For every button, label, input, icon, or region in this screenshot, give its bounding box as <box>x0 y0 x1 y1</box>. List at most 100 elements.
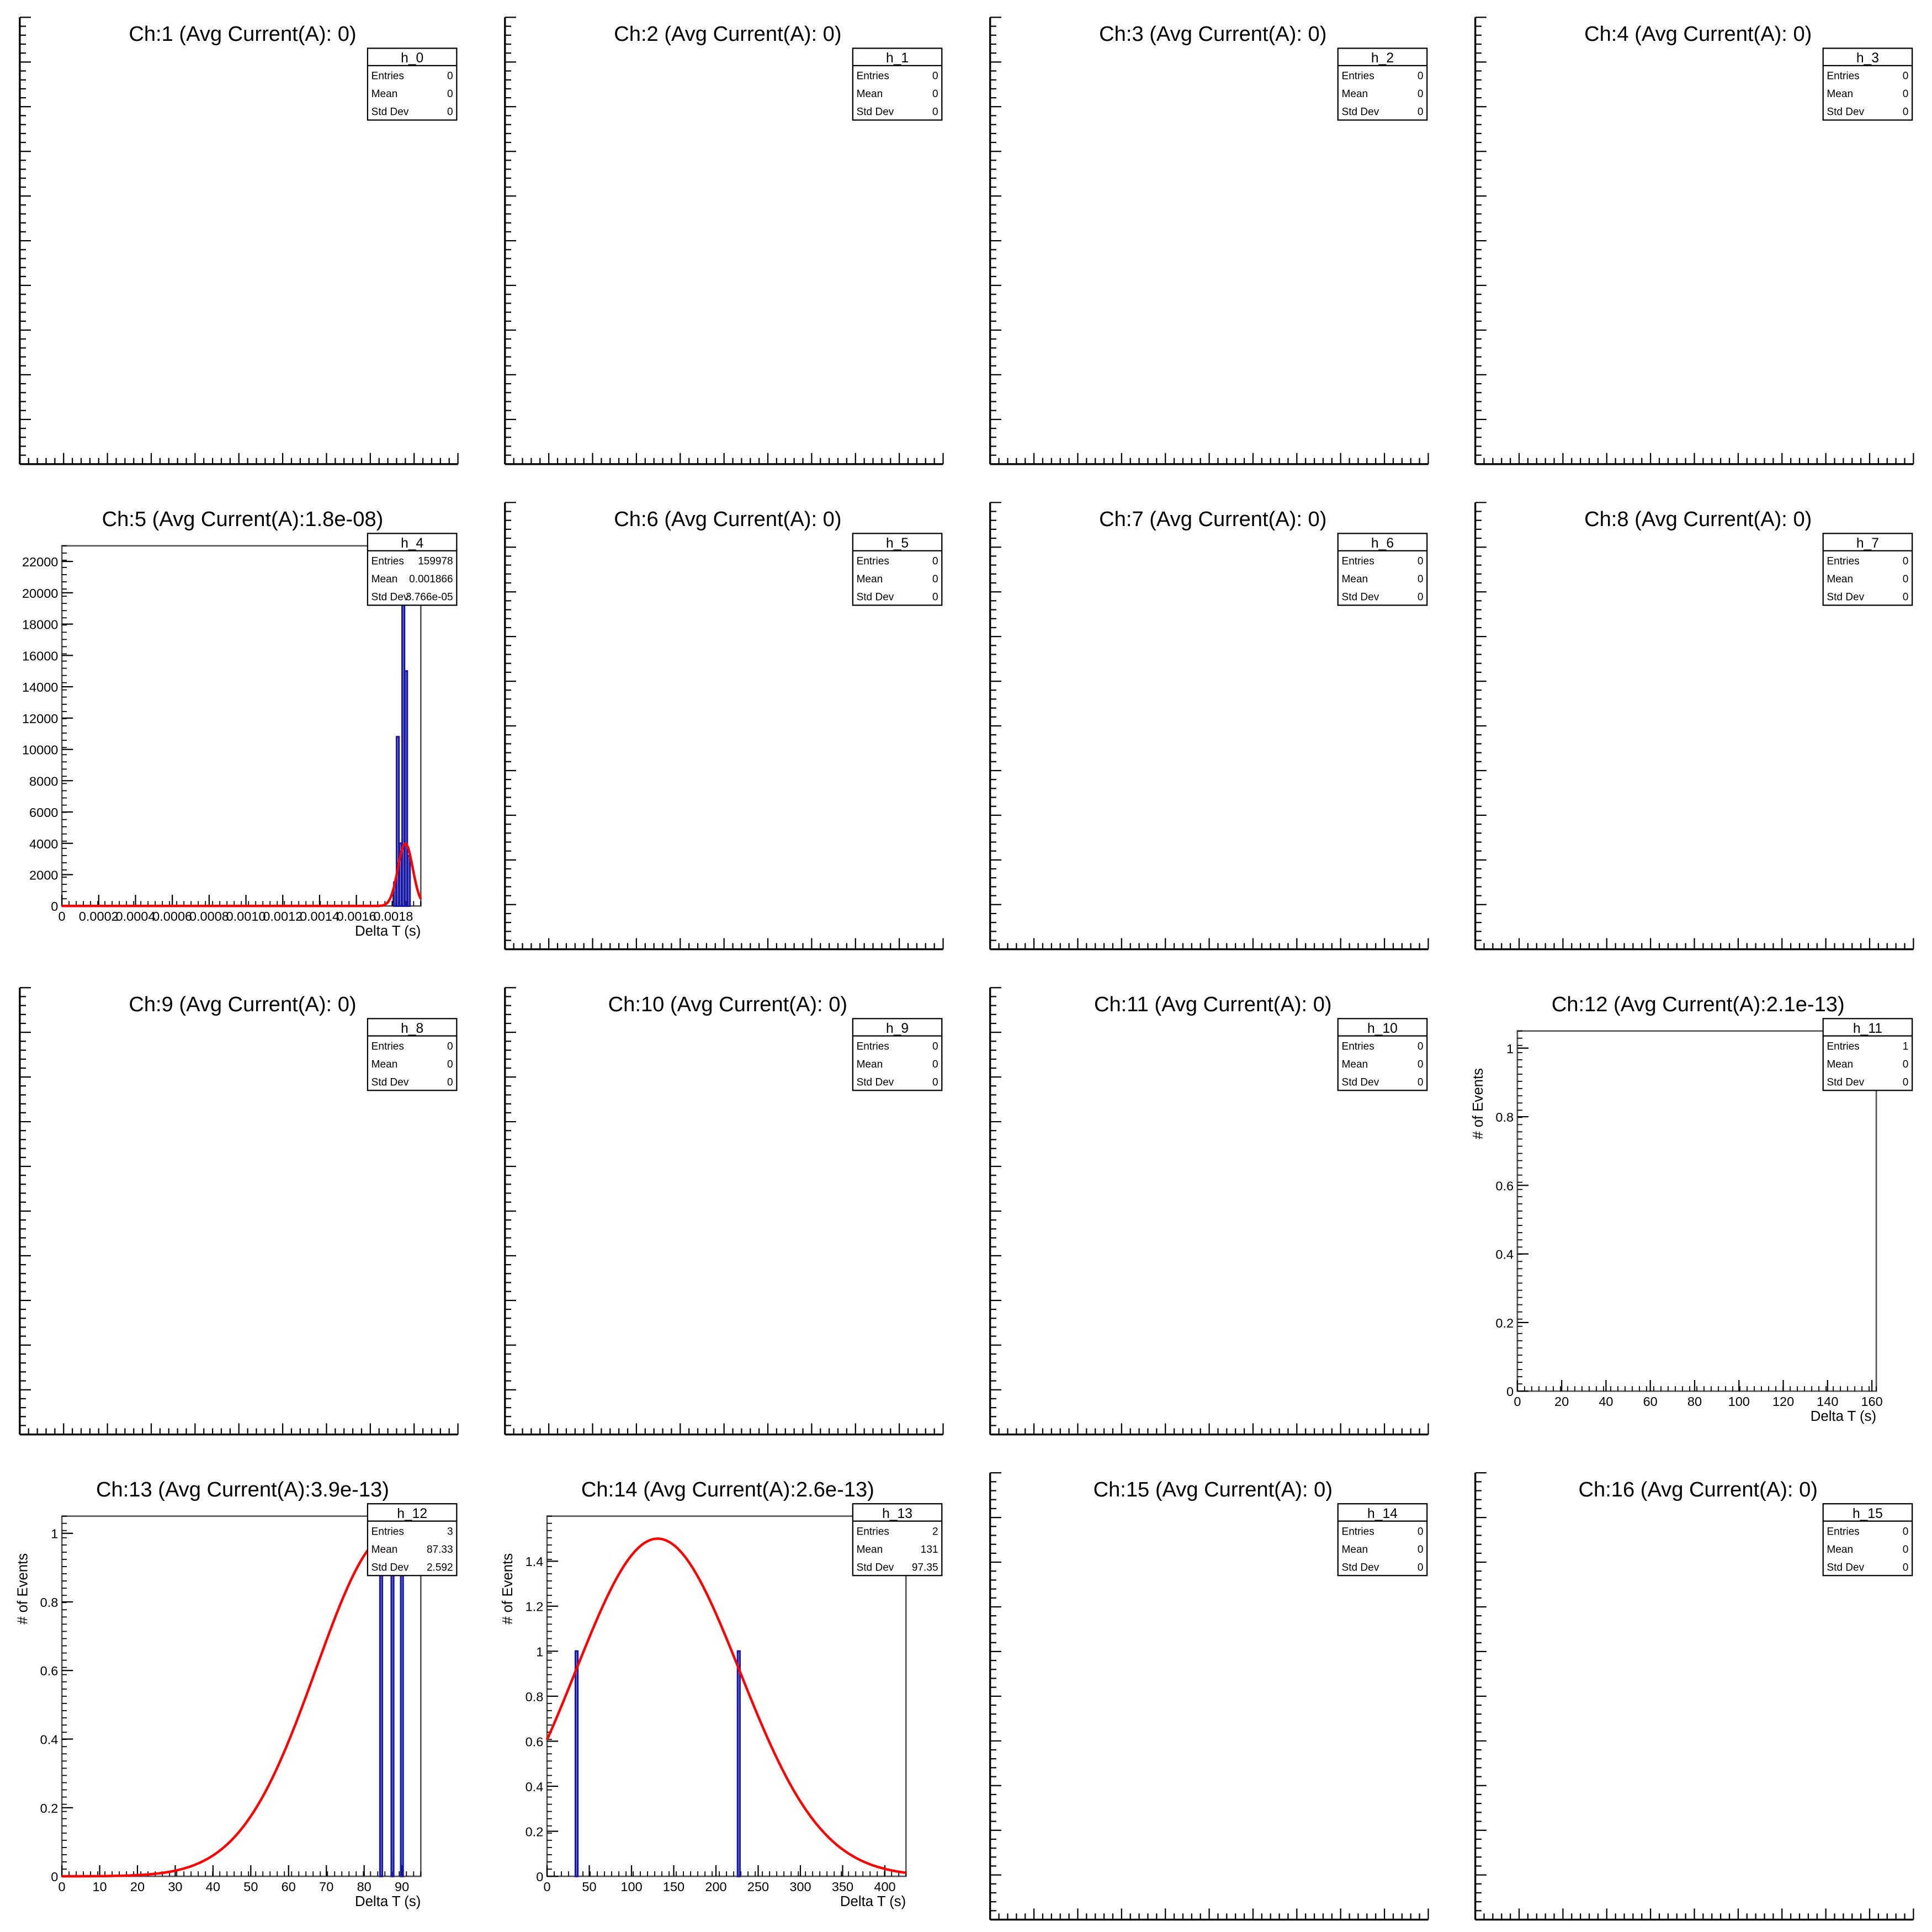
panel-6: Ch:6 (Avg Current(A): 0) h_5 Entries 0 Mean 0… <box>504 502 944 951</box>
stats-name: h_5 <box>886 536 909 551</box>
y-tick-label: 0 <box>1506 1384 1514 1399</box>
stats-label: Entries <box>371 1041 404 1052</box>
stats-value: 1 <box>1903 1041 1909 1052</box>
panel-title: Ch:11 (Avg Current(A): 0) <box>1094 993 1332 1016</box>
x-tick-label: 0.0018 <box>373 909 413 923</box>
panel-title: Ch:15 (Avg Current(A): 0) <box>1094 1478 1333 1501</box>
stats-value: 0 <box>1418 1059 1424 1070</box>
stats-value: 0 <box>1903 1059 1909 1070</box>
x-tick-label: 0.0006 <box>152 909 192 923</box>
histogram-bar <box>401 603 406 907</box>
stats-value: 0.001866 <box>409 574 453 585</box>
y-tick-label: 6000 <box>29 805 58 820</box>
stats-value: 0 <box>932 70 938 82</box>
stats-label: Mean <box>857 1544 883 1556</box>
y-tick-label: 0.2 <box>526 1825 544 1839</box>
x-tick-label: 0.0014 <box>300 909 339 923</box>
stats-value: 0 <box>1903 1562 1909 1573</box>
panel-16: Ch:16 (Avg Current(A): 0) h_15 Entries 0 Mea… <box>1474 1472 1914 1921</box>
x-tick-label: 0.0012 <box>263 909 302 923</box>
y-tick-label: 0.8 <box>1495 1110 1514 1124</box>
histogram-bar <box>574 1650 579 1877</box>
y-tick-label: 2000 <box>29 868 58 882</box>
y-tick-label: 14000 <box>22 680 58 694</box>
stats-name: h_4 <box>401 536 423 551</box>
x-tick-label: 50 <box>582 1880 596 1894</box>
y-tick-label: 1 <box>536 1644 543 1659</box>
histogram-bar <box>379 1532 384 1877</box>
stats-name: h_6 <box>1371 536 1394 551</box>
stats-value: 0 <box>1903 1544 1909 1556</box>
stats-box: h_14 Entries 0 Mean 0 Std Dev 0 <box>1337 1503 1428 1577</box>
y-tick-label: 20000 <box>22 586 58 601</box>
x-tick-label: 200 <box>705 1880 726 1894</box>
stats-value: 3.766e-05 <box>406 591 453 603</box>
stats-label: Std Dev <box>857 107 894 118</box>
y-tick-label: 22000 <box>22 555 58 569</box>
stats-label: Mean <box>1341 1059 1368 1070</box>
stats-value: 0 <box>447 1041 453 1052</box>
stats-value: 0 <box>1418 1041 1424 1052</box>
panel-9: Ch:9 (Avg Current(A): 0) h_8 Entries 0 Mean 0… <box>19 987 459 1436</box>
panel-4: Ch:4 (Avg Current(A): 0) h_3 Entries 0 Mean 0… <box>1474 17 1914 465</box>
stats-label: Std Dev <box>857 1562 894 1573</box>
panel-8: Ch:8 (Avg Current(A): 0) h_7 Entries 0 Mean 0… <box>1474 502 1914 951</box>
histogram-bar <box>736 1650 741 1877</box>
stats-name: h_13 <box>882 1506 912 1521</box>
stats-value: 0 <box>447 107 453 118</box>
y-tick-label: 1 <box>1506 1042 1514 1056</box>
stats-label: Std Dev <box>857 1076 894 1088</box>
stats-value: 0 <box>932 1076 938 1088</box>
stats-value: 0 <box>932 591 938 603</box>
stats-label: Entries <box>1341 70 1374 82</box>
stats-label: Std Dev <box>1827 1562 1864 1573</box>
stats-label: Mean <box>1341 88 1368 100</box>
stats-value: 0 <box>1418 107 1424 118</box>
panel-2: Ch:2 (Avg Current(A): 0) h_1 Entries 0 Mean 0… <box>504 17 944 465</box>
stats-label: Entries <box>1827 70 1859 82</box>
y-tick-label: 0.6 <box>40 1664 59 1678</box>
stats-label: Std Dev <box>1827 591 1864 603</box>
y-tick-label: 0.4 <box>40 1733 59 1747</box>
stats-value: 0 <box>447 88 453 100</box>
y-axis-label: # of Events <box>1471 1068 1486 1139</box>
stats-label: Std Dev <box>1341 591 1379 603</box>
stats-name: h_0 <box>401 51 423 66</box>
stats-label: Std Dev <box>1341 1562 1379 1573</box>
panel-title: Ch:12 (Avg Current(A):2.1e-13) <box>1552 993 1845 1016</box>
y-tick-label: 0.4 <box>1495 1248 1514 1262</box>
y-tick-label: 4000 <box>29 837 58 851</box>
stats-label: Entries <box>1341 555 1374 567</box>
x-tick-label: 0.0016 <box>337 909 376 923</box>
stats-value: 0 <box>447 70 453 82</box>
stats-label: Entries <box>1341 1526 1374 1537</box>
x-tick-label: 80 <box>357 1880 371 1894</box>
panel-15: Ch:15 (Avg Current(A): 0) h_14 Entries 0 Mea… <box>989 1472 1429 1921</box>
x-tick-label: 10 <box>92 1880 107 1894</box>
stats-label: Entries <box>857 1041 889 1052</box>
panel-5: Ch:5 (Avg Current(A):1.8e-08) 0 2000 4000 60… <box>22 508 458 939</box>
x-tick-label: 0.0004 <box>115 909 155 923</box>
stats-name: h_3 <box>1856 51 1879 66</box>
stats-box: h_12 Entries 3 Mean 87.33 Std Dev 2.592 <box>367 1503 458 1577</box>
y-tick-label: 10000 <box>22 743 58 757</box>
stats-value: 159978 <box>418 555 453 567</box>
stats-label: Std Dev <box>857 591 894 603</box>
x-tick-label: 300 <box>789 1880 811 1894</box>
y-tick-label: 18000 <box>22 618 58 632</box>
stats-value: 2.592 <box>427 1562 453 1573</box>
stats-label: Entries <box>1827 1041 1859 1052</box>
y-tick-label: 8000 <box>29 774 58 788</box>
stats-value: 0 <box>1903 1076 1909 1088</box>
stats-label: Mean <box>857 1059 883 1070</box>
stats-value: 0 <box>1903 88 1909 100</box>
x-tick-label: 30 <box>168 1880 182 1894</box>
panel-title: Ch:5 (Avg Current(A):1.8e-08) <box>102 508 384 531</box>
stats-label: Std Dev <box>371 591 409 603</box>
stats-label: Mean <box>1827 1544 1853 1556</box>
x-tick-label: 0.0010 <box>226 909 266 923</box>
plot-frame <box>1516 1030 1877 1392</box>
x-tick-label: 0 <box>1514 1394 1521 1409</box>
panel-title: Ch:7 (Avg Current(A): 0) <box>1099 508 1326 531</box>
y-tick-label: 16000 <box>22 649 58 663</box>
